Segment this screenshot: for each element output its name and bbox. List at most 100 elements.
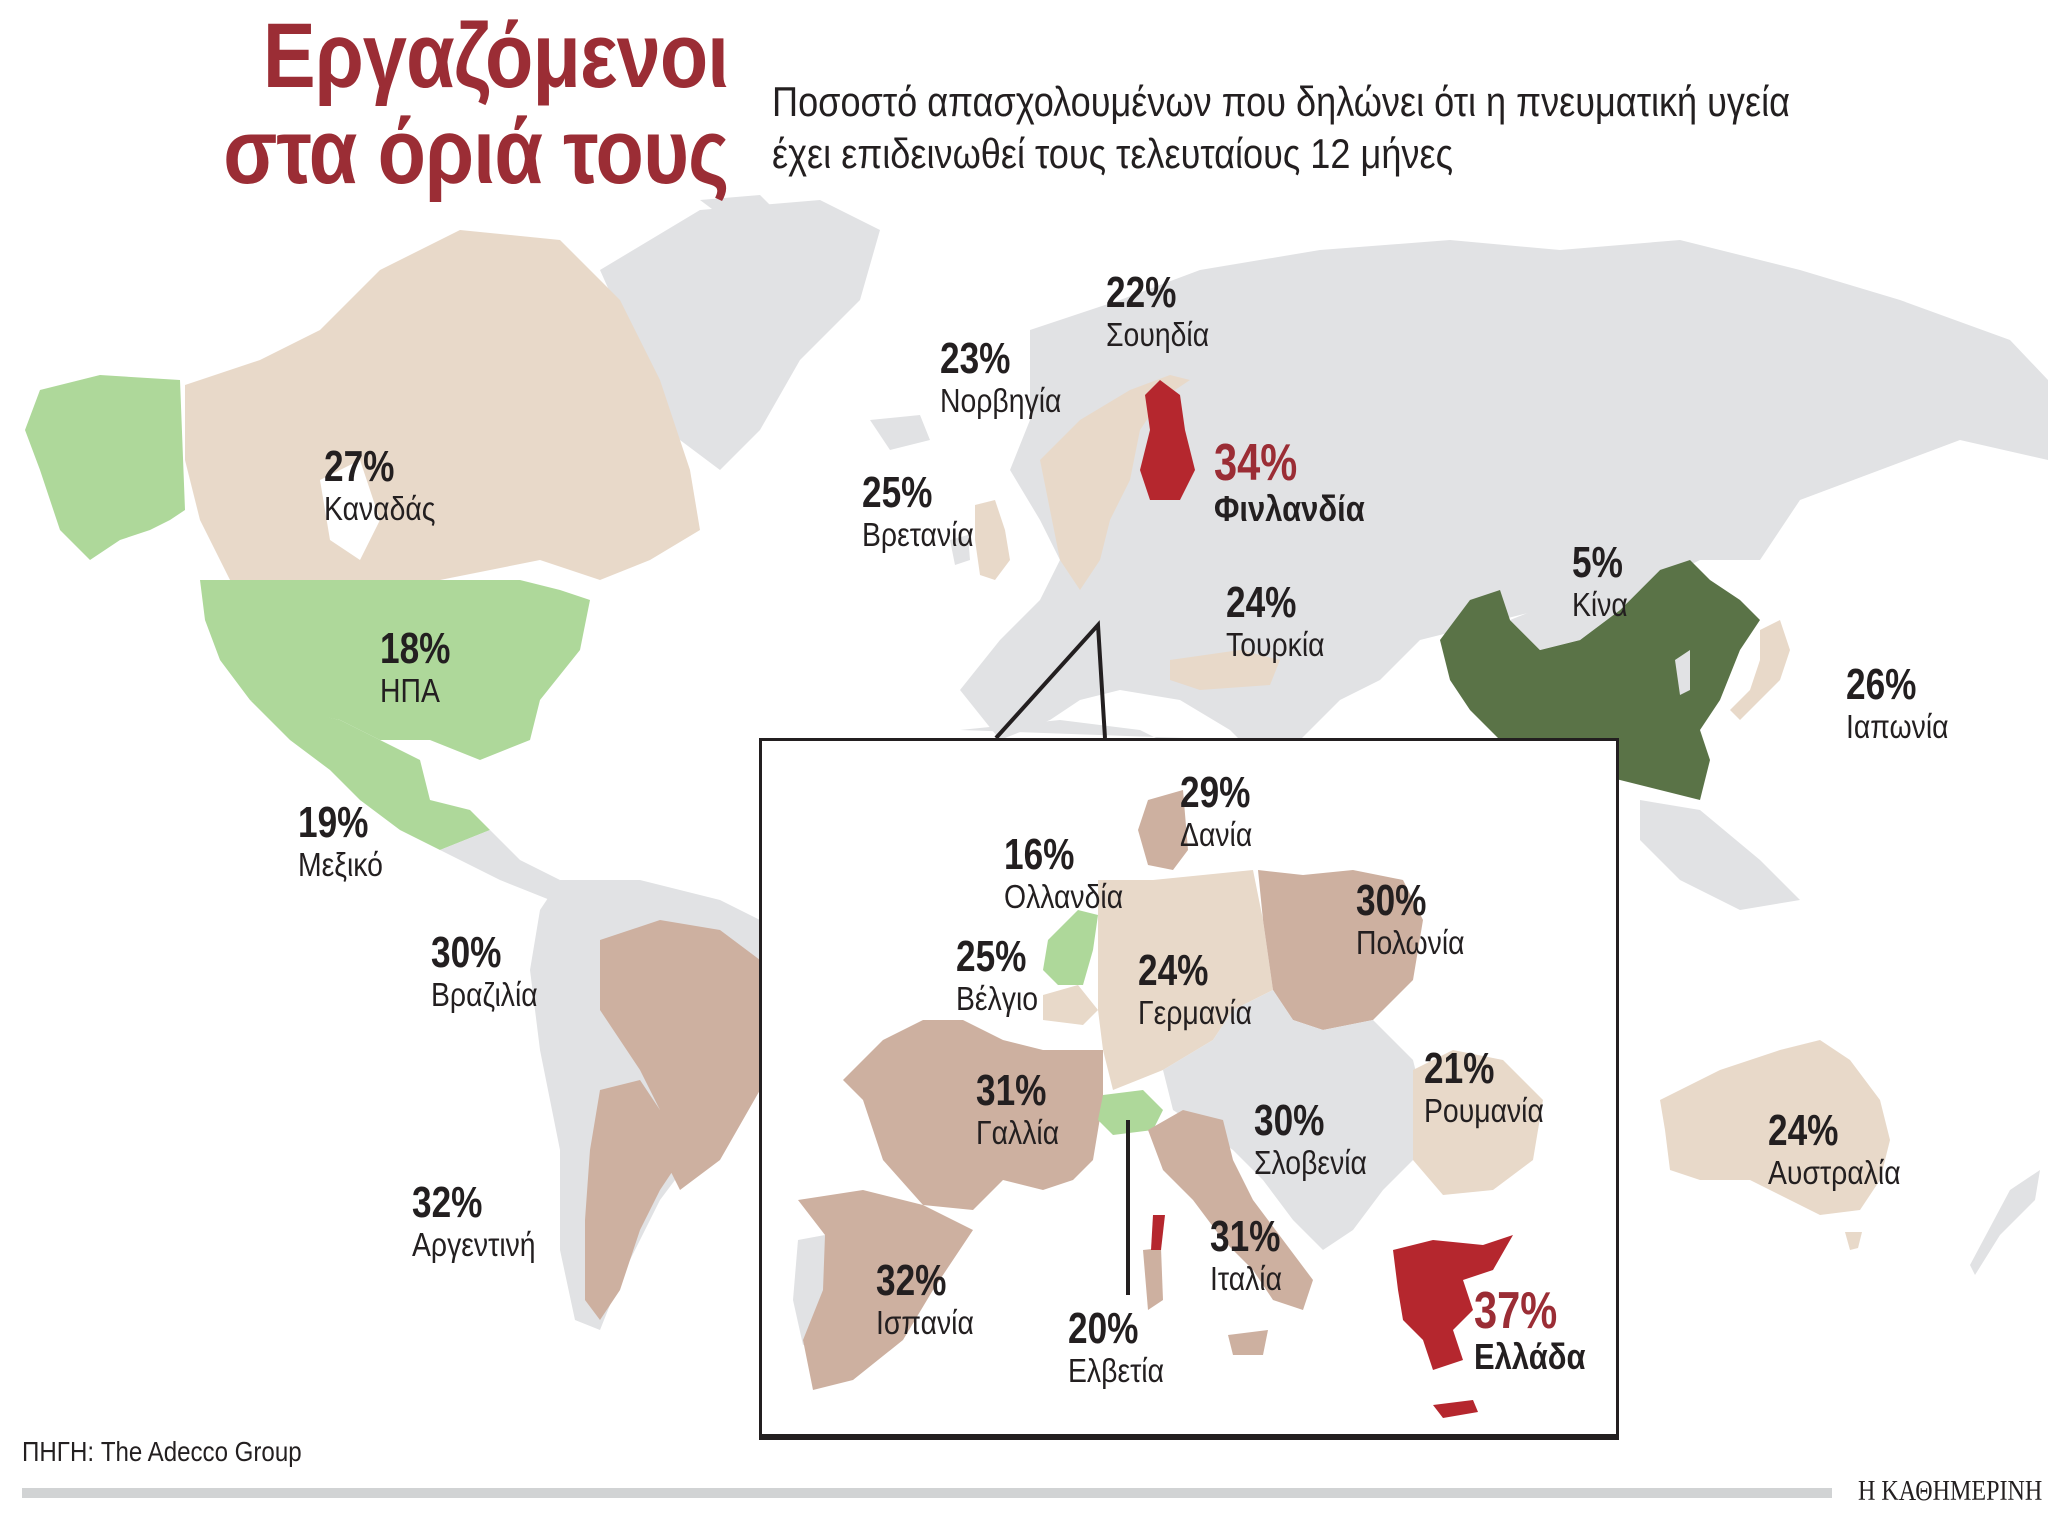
- iceland-shape: [870, 415, 930, 450]
- label-canada: 27% Καναδάς: [324, 444, 454, 528]
- country-name: Ιαπωνία: [1846, 708, 1949, 745]
- value: 37%: [1474, 1282, 1558, 1340]
- country-name: Γαλλία: [976, 1114, 1060, 1151]
- value: 30%: [1254, 1096, 1325, 1145]
- value: 25%: [862, 468, 933, 517]
- value: 27%: [324, 442, 395, 491]
- page-title: Εργαζόμενοι στα όριά τους: [222, 5, 729, 203]
- scandinavia-shape: [1040, 375, 1190, 590]
- label-switzerland: 20% Ελβετία: [1068, 1306, 1180, 1390]
- country-name: Ελλάδα: [1474, 1336, 1586, 1377]
- poland-shape: [1258, 870, 1423, 1030]
- country-name: Σλοβενία: [1254, 1144, 1367, 1181]
- ireland-shape: [950, 535, 970, 565]
- label-poland: 30% Πολωνία: [1356, 878, 1482, 962]
- label-australia: 24% Αυστραλία: [1768, 1108, 1922, 1192]
- corsica-shape: [1151, 1215, 1165, 1250]
- value: 16%: [1004, 830, 1075, 879]
- inset-callout-line: [994, 620, 1107, 740]
- value: 22%: [1106, 268, 1177, 317]
- footer-divider: [22, 1488, 1832, 1498]
- germany-shape: [1098, 870, 1273, 1090]
- label-italy: 31% Ιταλία: [1210, 1214, 1298, 1298]
- subtitle: Ποσοστό απασχολουμένων που δηλώνει ότι η…: [772, 76, 1790, 180]
- value: 5%: [1572, 538, 1623, 587]
- country-name: Γερμανία: [1138, 994, 1253, 1031]
- canada-shape: [185, 230, 700, 580]
- greece-shape: [1393, 1235, 1513, 1370]
- value: 30%: [1356, 876, 1427, 925]
- se-asia-shape: [1640, 800, 1800, 910]
- country-name: Ολλανδία: [1004, 878, 1124, 915]
- country-name: Αυστραλία: [1768, 1154, 1901, 1191]
- country-name: Νορβηγία: [940, 382, 1062, 419]
- sardinia-shape: [1143, 1248, 1163, 1310]
- country-name: Αργεντινή: [412, 1226, 536, 1263]
- romania-shape: [1413, 1050, 1543, 1195]
- country-name: Ισπανία: [876, 1304, 974, 1341]
- value: 30%: [431, 928, 502, 977]
- argentina-shape: [585, 1080, 680, 1320]
- sicily-shape: [1228, 1330, 1268, 1355]
- denmark-shape: [1138, 790, 1188, 870]
- brand-logo: Η ΚΑΘΗΜΕΡΙΝΗ: [1857, 1476, 2042, 1507]
- central-europe-shape: [1163, 990, 1423, 1250]
- value: 32%: [412, 1178, 483, 1227]
- label-slovenia: 30% Σλοβενία: [1254, 1098, 1385, 1182]
- title-line-2: στα όριά τους: [222, 101, 729, 203]
- country-name: Ελβετία: [1068, 1352, 1165, 1389]
- switzerland-shape: [1098, 1090, 1163, 1135]
- value: 29%: [1180, 768, 1251, 817]
- mongolia-shape: [1510, 570, 1660, 650]
- belgium-shape: [1043, 985, 1098, 1025]
- label-argentina: 32% Αργεντινή: [412, 1180, 556, 1264]
- spain-shape: [798, 1190, 973, 1390]
- greenland-shape: [600, 200, 880, 470]
- country-name: Μεξικό: [298, 846, 383, 883]
- value: 19%: [298, 798, 369, 847]
- label-usa: 18% ΗΠΑ: [380, 626, 468, 710]
- subtitle-line-2: έχει επιδεινωθεί τους τελευταίους 12 μήν…: [772, 130, 1453, 177]
- label-turkey: 24% Τουρκία: [1226, 580, 1341, 664]
- netherlands-shape: [1043, 910, 1098, 985]
- tasmania-shape: [1845, 1232, 1862, 1250]
- label-norway: 23% Νορβηγία: [940, 336, 1081, 420]
- italy-shape: [1148, 1110, 1313, 1310]
- source-note: ΠΗΓΗ: The Adecco Group: [22, 1436, 302, 1467]
- hudson-bay-shape: [320, 460, 380, 560]
- uk-shape: [975, 500, 1010, 580]
- value: 21%: [1424, 1044, 1495, 1093]
- country-name: Πολωνία: [1356, 924, 1465, 961]
- country-name: Ρουμανία: [1424, 1092, 1544, 1129]
- label-romania: 21% Ρουμανία: [1424, 1046, 1563, 1130]
- country-name: ΗΠΑ: [380, 672, 440, 709]
- country-name: Δανία: [1180, 816, 1253, 853]
- label-uk: 25% Βρετανία: [862, 470, 992, 554]
- eurasia-shape: [960, 240, 2048, 760]
- country-name: Καναδάς: [324, 490, 436, 527]
- value: 20%: [1068, 1304, 1139, 1353]
- value: 34%: [1214, 434, 1298, 492]
- value: 25%: [956, 932, 1027, 981]
- label-denmark: 29% Δανία: [1180, 770, 1268, 854]
- value: 24%: [1768, 1106, 1839, 1155]
- title-line-1: Εργαζόμενοι: [262, 5, 728, 107]
- central-america-shape: [440, 830, 560, 900]
- europe-inset: [759, 738, 1619, 1440]
- value: 18%: [380, 624, 451, 673]
- value: 24%: [1138, 946, 1209, 995]
- value: 31%: [1210, 1212, 1281, 1261]
- arctic-islands-shape: [700, 195, 780, 230]
- value: 32%: [876, 1256, 947, 1305]
- australia-shape: [1660, 1040, 1890, 1215]
- country-name: Σουηδία: [1106, 316, 1210, 353]
- crete-shape: [1433, 1400, 1478, 1418]
- mexico-shape: [250, 700, 490, 850]
- korea-shape: [1675, 650, 1690, 695]
- country-name: Τουρκία: [1226, 626, 1325, 663]
- label-france: 31% Γαλλία: [976, 1068, 1073, 1152]
- new-zealand-shape: [1970, 1170, 2040, 1275]
- japan-shape: [1730, 620, 1790, 720]
- turkey-shape: [1170, 650, 1280, 690]
